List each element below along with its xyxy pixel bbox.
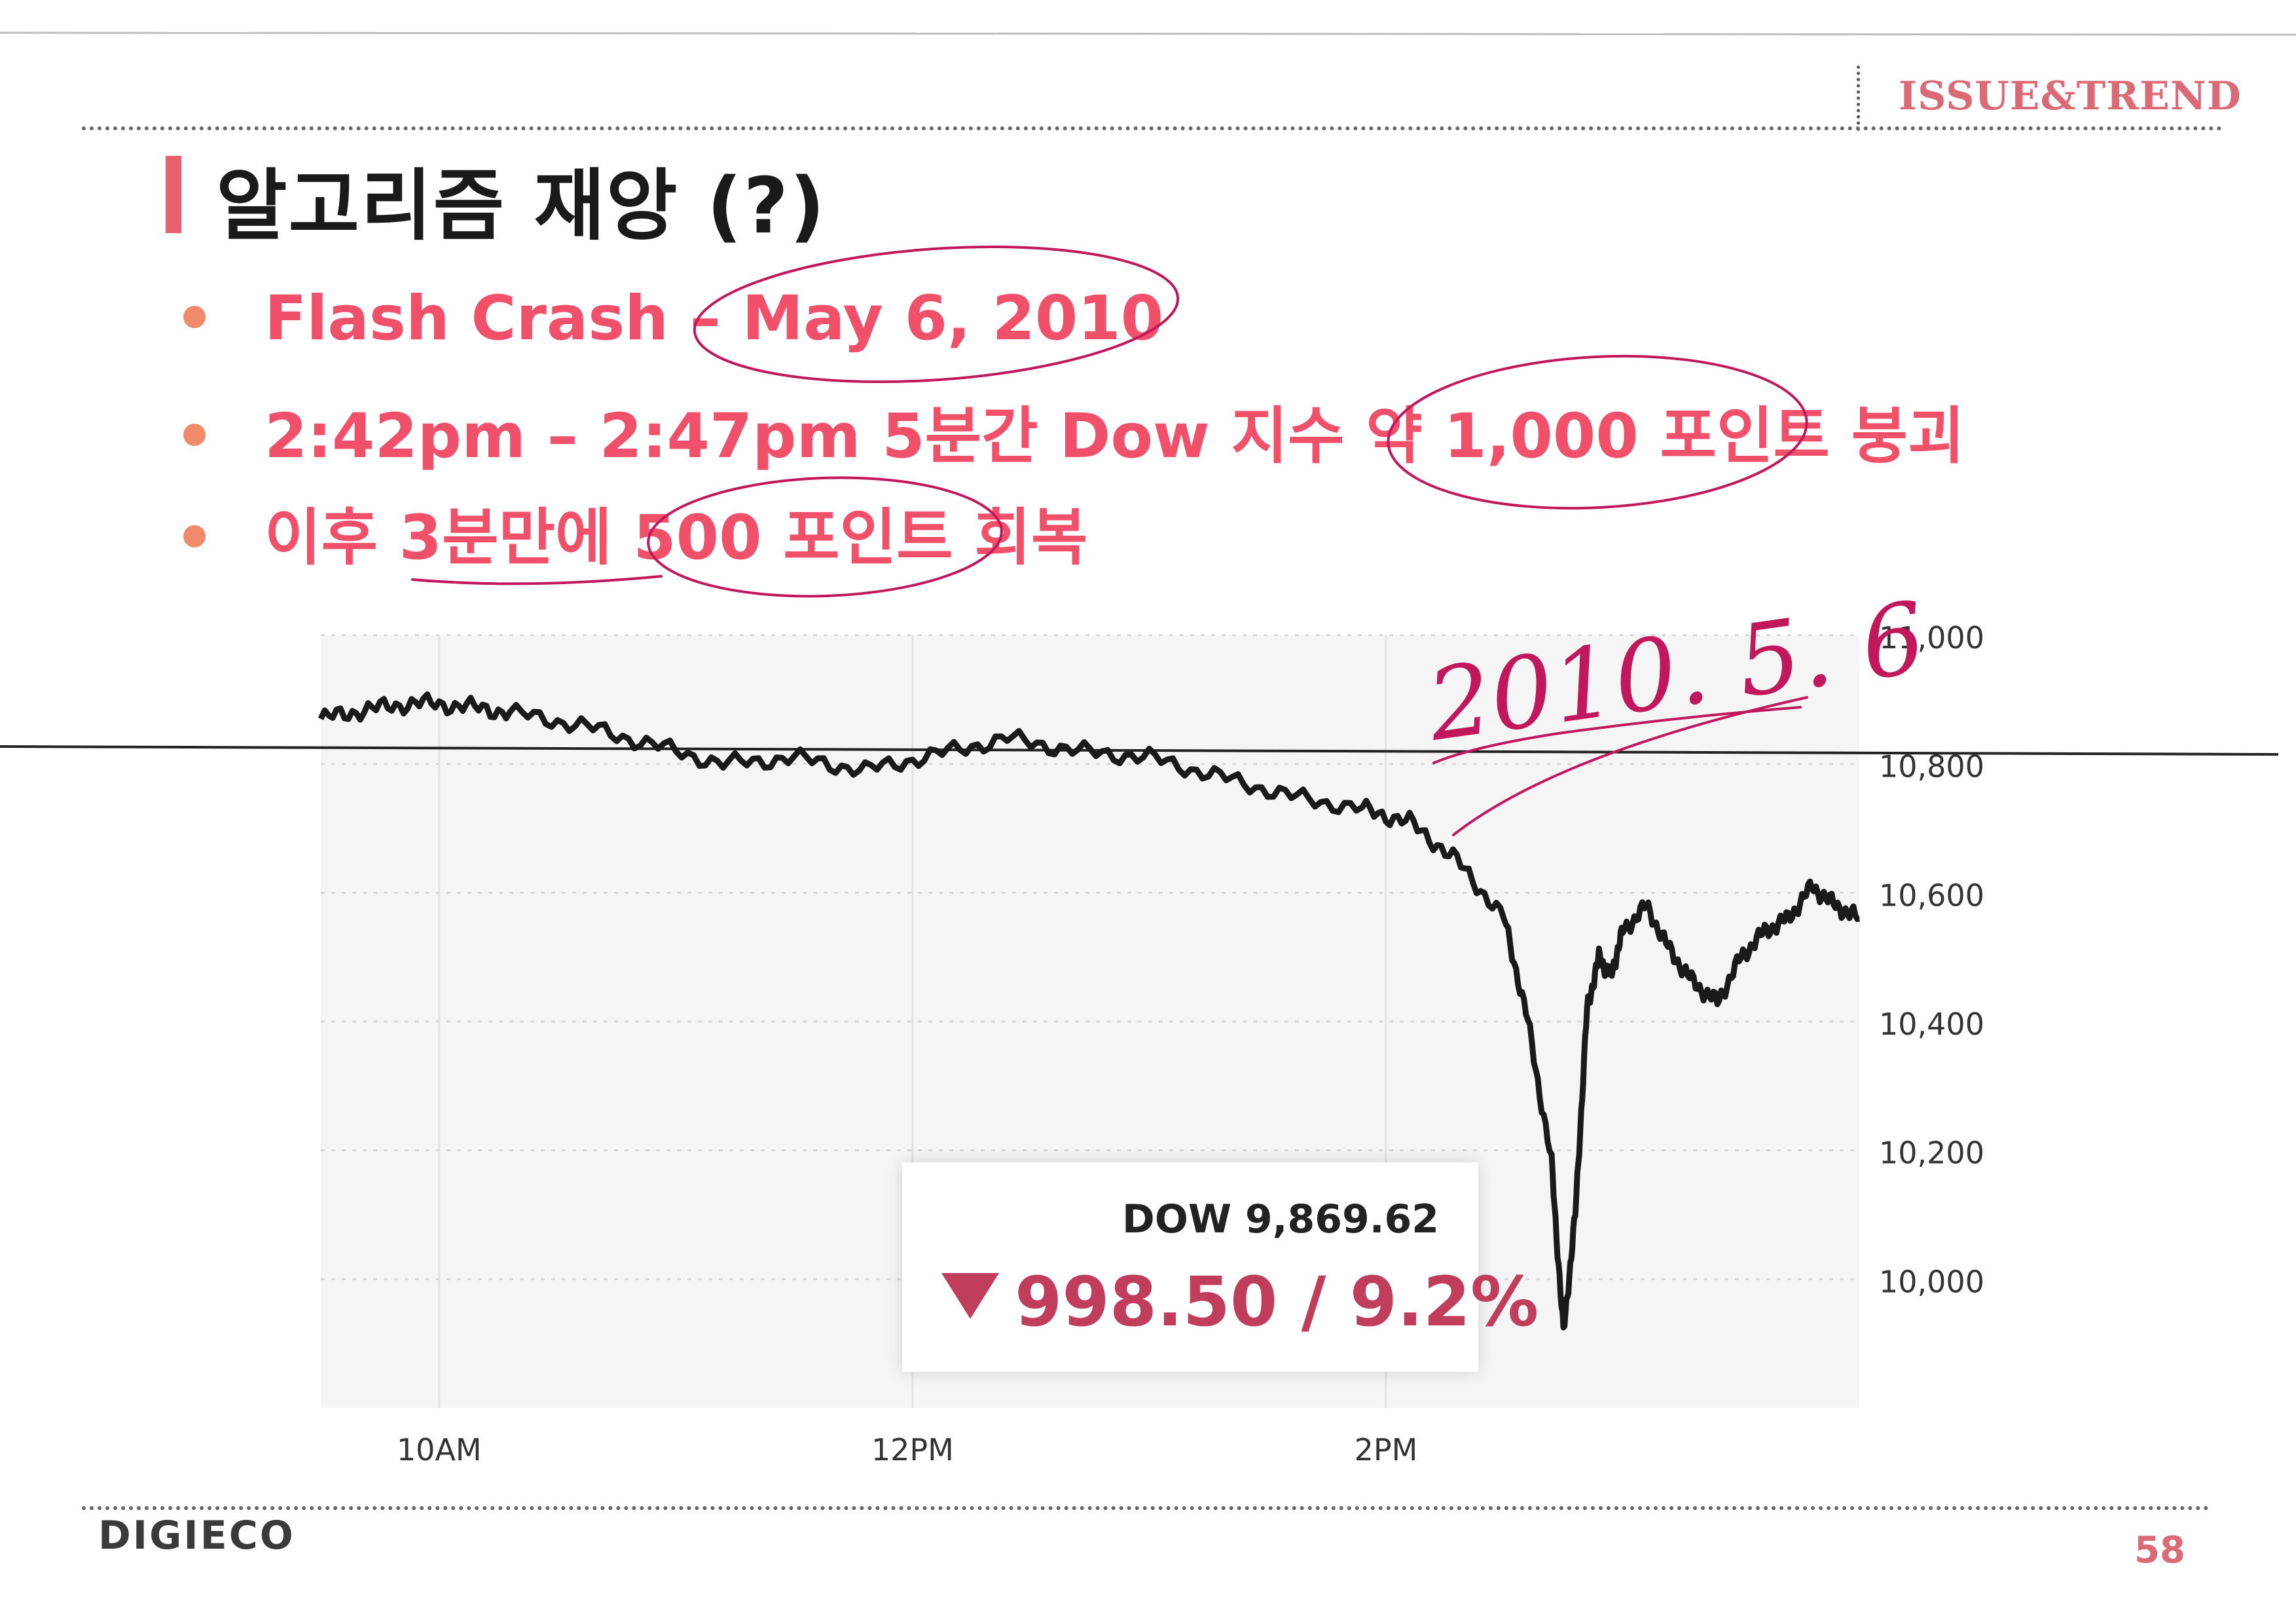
bullet-1: Flash Crash – May 6, 2010 [183, 283, 1163, 354]
callout-change: 998.50 / 9.2% [941, 1262, 1539, 1342]
x-axis-ticks: 10AM 12PM 2PM [397, 1432, 1417, 1467]
header-separator [1857, 65, 1860, 131]
bullet-2: 2:42pm – 2:47pm 5분간 Dow 지수 약 1,000 포인트 붕… [183, 386, 1965, 475]
y-tick-label: 10,400 [1879, 1006, 1984, 1042]
underline-mark [411, 575, 663, 585]
bullet-2-text: 2:42pm – 2:47pm 5분간 Dow 지수 약 1,000 포인트 붕… [264, 401, 1965, 472]
dow-callout-box: DOW 9,869.62 998.50 / 9.2% [902, 1162, 1539, 1372]
scribble-underline [1432, 706, 1802, 764]
y-tick-label: 10,800 [1879, 749, 1984, 784]
callout-label: DOW 9,869.62 [1122, 1196, 1439, 1242]
y-axis-ticks: 11,000 10,800 10,600 10,400 10,200 10,000 [1879, 620, 1984, 1299]
down-triangle-icon [941, 1273, 999, 1319]
circle-mark-500 [647, 476, 1003, 598]
x-tick-label: 12PM [871, 1432, 954, 1467]
footer-dotted-rule [82, 1506, 2210, 1510]
x-tick-label: 10AM [397, 1432, 482, 1467]
scan-horizontal-line [0, 745, 2279, 756]
bullet-3: 이후 3분만에 500 포인트 회복 [183, 488, 1087, 577]
handwritten-date: 2010. 5. 6 [1421, 581, 1932, 764]
y-tick-label: 10,000 [1879, 1264, 1984, 1299]
y-tick-label: 10,200 [1879, 1135, 1984, 1171]
bullet-dot-icon [183, 306, 206, 329]
slide-title: 알고리즘 재앙 (?) [216, 160, 826, 251]
page-number: 58 [2134, 1529, 2185, 1572]
bullet-3-text: 이후 3분만에 500 포인트 회복 [264, 502, 1088, 574]
callout-change-text: 998.50 / 9.2% [1015, 1262, 1539, 1342]
bullet-1-text: Flash Crash – May 6, 2010 [264, 283, 1164, 354]
bullet-dot-icon [183, 424, 206, 447]
header-tag: ISSUE&TREND [1899, 73, 2242, 119]
bullet-dot-icon [183, 525, 206, 548]
y-tick-label: 10,600 [1879, 877, 1984, 913]
x-tick-label: 2PM [1355, 1432, 1418, 1467]
digieco-logo: DIGIECO [98, 1513, 295, 1559]
y-tick-label: 11,000 [1879, 620, 1984, 655]
header-dotted-rule [82, 126, 2223, 130]
title-accent-bar [166, 156, 181, 233]
dow-series-line [318, 691, 1861, 1331]
circle-mark-1000 [1387, 354, 1808, 510]
circle-mark-date [693, 245, 1180, 384]
